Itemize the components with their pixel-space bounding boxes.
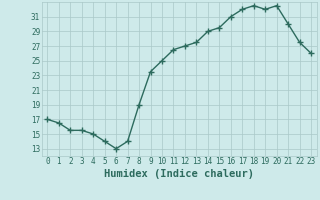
X-axis label: Humidex (Indice chaleur): Humidex (Indice chaleur)	[104, 169, 254, 179]
